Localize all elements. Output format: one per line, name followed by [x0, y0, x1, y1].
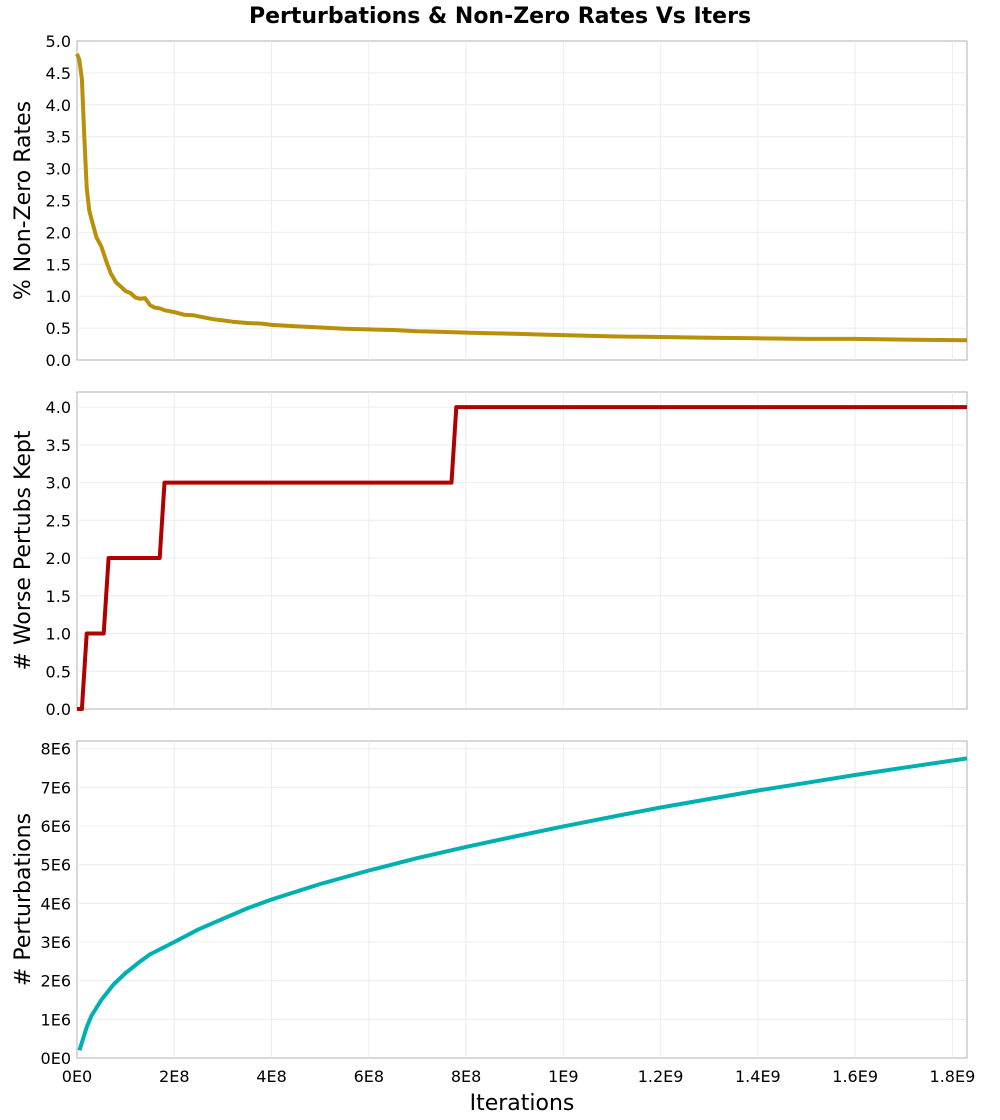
y-tick-label: 7E6 [41, 778, 71, 797]
y-tick-label: 3.5 [46, 128, 71, 147]
x-tick-label: 1E9 [548, 1067, 578, 1086]
x-tick-label: 2E8 [159, 1067, 189, 1086]
y-tick-label: 1.0 [46, 625, 71, 644]
y-tick-label: 2.5 [46, 511, 71, 530]
y-tick-label: 1.5 [46, 587, 71, 606]
y-tick-label: 4.0 [46, 96, 71, 115]
y-tick-label: 1.5 [46, 255, 71, 274]
series-line-non-zero-rates [75, 53, 968, 343]
y-axis-label: # Perturbations [11, 813, 36, 986]
y-tick-label: 0E0 [41, 1049, 71, 1068]
y-tick-label: 2.0 [46, 223, 71, 242]
x-tick-label: 1.6E9 [832, 1067, 878, 1086]
chart-panels: 0.0 0.5 1.0 1.5 2.0 2.5 3.0 3.5 4.0 4.5 5.0 % Non-Z… [11, 32, 975, 1116]
x-tick-label: 6E8 [354, 1067, 384, 1086]
y-axis-label: # Worse Pertubs Kept [11, 430, 36, 670]
plot-area-2 [76, 391, 968, 710]
y-tick-label: 3.0 [46, 160, 71, 179]
x-axis-label: Iterations [470, 1091, 575, 1116]
x-tick-label: 1.8E9 [930, 1067, 976, 1086]
y-tick-label: 2E6 [41, 972, 71, 991]
y-tick-label: 4.5 [46, 64, 71, 83]
y-tick-label: 0.5 [46, 319, 71, 338]
x-tick-label: 1.2E9 [638, 1067, 684, 1086]
gridlines-3 [77, 741, 967, 1058]
series-line-perturbations [77, 756, 968, 1051]
x-tick-label: 1.4E9 [735, 1067, 781, 1086]
y-tick-label: 3E6 [41, 933, 71, 952]
y-axis-label: % Non-Zero Rates [11, 101, 36, 300]
y-tick-label: 5.0 [46, 32, 71, 51]
y-tick-label: 2.0 [46, 549, 71, 568]
y-tick-label: 0.0 [46, 351, 71, 370]
gridlines-1 [77, 41, 967, 360]
y-tick-label: 1E6 [41, 1010, 71, 1029]
x-tick-label: 8E8 [451, 1067, 481, 1086]
y-tick-label: 1.0 [46, 287, 71, 306]
chart-title: Perturbations & Non-Zero Rates Vs Iters [249, 4, 751, 29]
y-tick-label: 3.5 [46, 436, 71, 455]
plot-area-3 [76, 740, 968, 1059]
x-tick-label: 0E0 [62, 1067, 92, 1086]
panel-2: 0.0 0.5 1.0 1.5 2.0 2.5 3.0 3.5 4.0 # Worse Pertu… [11, 391, 968, 719]
y-tick-label: 5E6 [41, 856, 71, 875]
y-tick-label: 8E6 [41, 740, 71, 759]
gridlines-2 [77, 392, 967, 709]
x-tick-label: 4E8 [256, 1067, 286, 1086]
y-tick-label: 3.0 [46, 474, 71, 493]
y-tick-label: 0.0 [46, 700, 71, 719]
y-tick-label: 2.5 [46, 192, 71, 211]
y-tick-label: 0.5 [46, 662, 71, 681]
panel-3: 0E0 1E6 2E6 3E6 4E6 5E6 6E6 7E6 8E6 0E0 2E8 4E8 6E8 8… [11, 740, 975, 1116]
y-tick-label: 4E6 [41, 894, 71, 913]
y-tick-label: 6E6 [41, 817, 71, 836]
series-line-worse-pertubs-kept [77, 405, 967, 711]
y-tick-label: 4.0 [46, 398, 71, 417]
panel-1: 0.0 0.5 1.0 1.5 2.0 2.5 3.0 3.5 4.0 4.5 5.0 % Non-Z… [11, 32, 968, 370]
